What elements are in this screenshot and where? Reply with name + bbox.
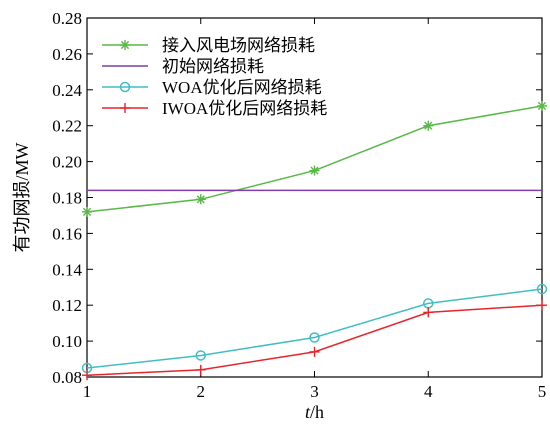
- plus-marker: [120, 103, 130, 113]
- x-axis-title: t/h: [305, 402, 324, 422]
- y-tick-label: 0.14: [52, 260, 82, 279]
- plot-frame: [87, 18, 542, 377]
- legend-label: 初始网络损耗: [162, 57, 264, 76]
- plus-marker: [196, 365, 206, 375]
- series-1: [82, 101, 547, 217]
- legend-label: WOA优化后网络损耗: [162, 78, 322, 97]
- y-tick-label: 0.20: [52, 153, 82, 172]
- asterisk-marker: [423, 121, 433, 131]
- y-axis-title: 有功网损/MW: [12, 142, 32, 252]
- legend-label: 接入风电场网络损耗: [162, 36, 315, 55]
- y-tick-label: 0.16: [52, 224, 82, 243]
- plus-marker: [537, 300, 547, 310]
- plus-marker: [423, 307, 433, 317]
- x-tick-label: 3: [310, 382, 319, 401]
- series-line: [87, 106, 542, 212]
- legend-item-3: WOA优化后网络损耗: [102, 78, 322, 97]
- legend-item-1: 接入风电场网络损耗: [102, 36, 315, 55]
- series-layer: [82, 101, 547, 380]
- x-tick-label: 4: [424, 382, 433, 401]
- y-tick-label: 0.18: [52, 189, 82, 208]
- asterisk-marker: [120, 40, 130, 50]
- asterisk-marker: [537, 101, 547, 111]
- asterisk-marker: [196, 194, 206, 204]
- legend-label: IWOA优化后网络损耗: [162, 99, 327, 118]
- y-tick-label: 0.12: [52, 296, 82, 315]
- x-tick-label: 2: [197, 382, 206, 401]
- series-3: [83, 285, 547, 373]
- x-tick-label: 5: [538, 382, 547, 401]
- series-4: [82, 300, 547, 380]
- x-tick-label: 1: [83, 382, 92, 401]
- y-tick-label: 0.28: [52, 9, 82, 28]
- y-tick-label: 0.10: [52, 332, 82, 351]
- plus-marker: [310, 347, 320, 357]
- asterisk-marker: [82, 207, 92, 217]
- axes: 0.08 0.10 0.12 0.14 0.16 0.18 0.20 0.22 0.24 0.26…: [12, 9, 546, 422]
- legend-item-4: IWOA优化后网络损耗: [102, 99, 327, 118]
- asterisk-marker: [310, 166, 320, 176]
- series-line: [87, 305, 542, 375]
- y-tick-label: 0.24: [52, 81, 82, 100]
- y-tick-label: 0.26: [52, 45, 82, 64]
- y-tick-label: 0.08: [52, 368, 82, 387]
- legend-item-2: 初始网络损耗: [102, 57, 264, 76]
- y-tick-label: 0.22: [52, 117, 82, 136]
